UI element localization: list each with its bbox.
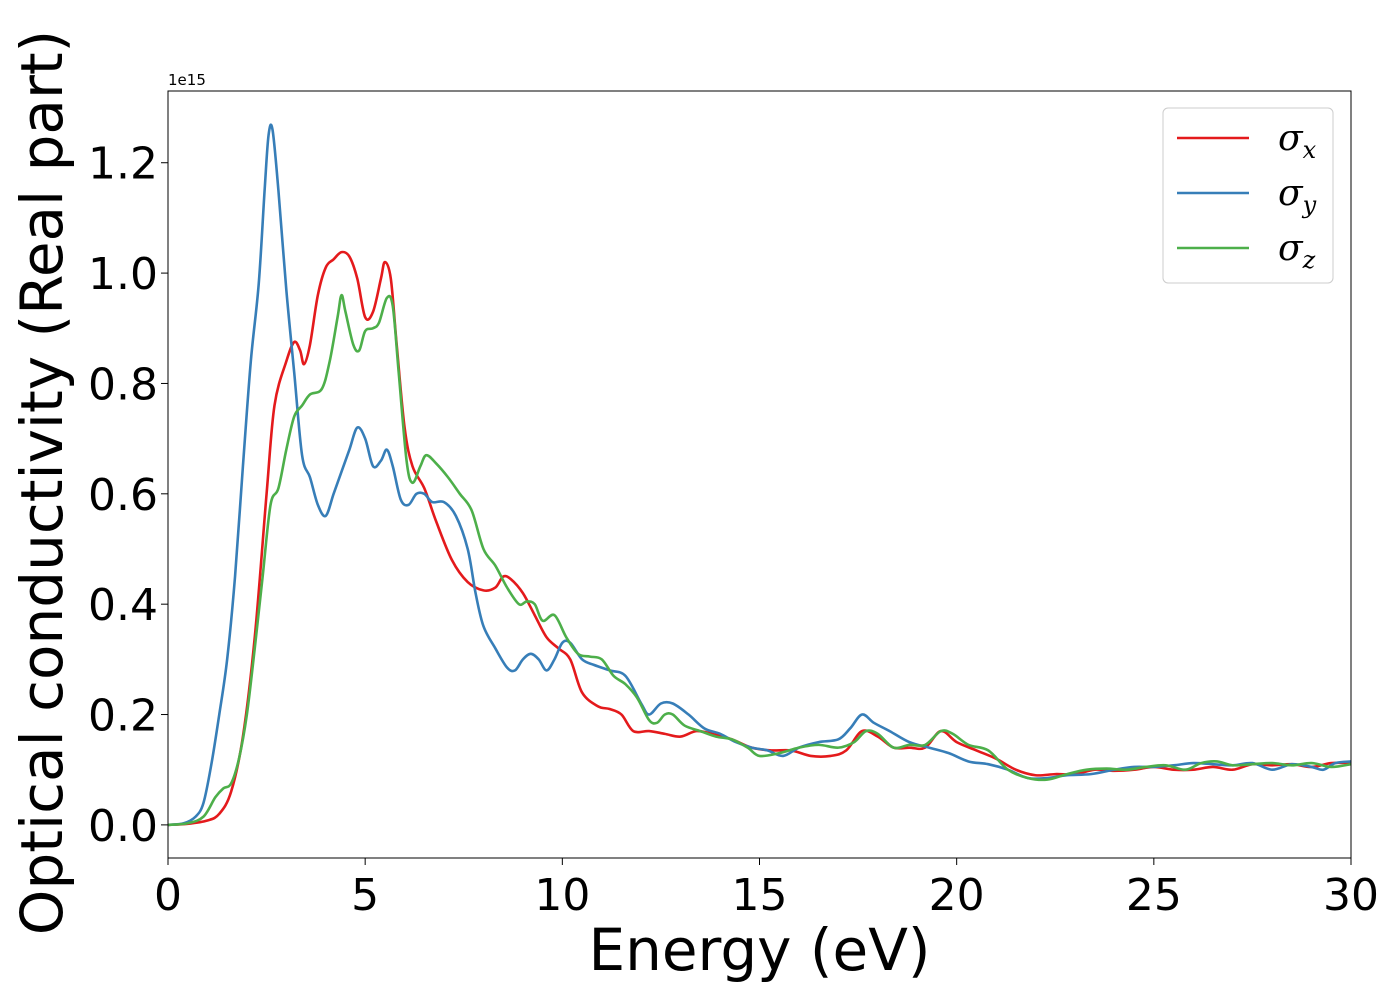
y-tick-label: 0.4	[88, 580, 158, 631]
y-axis-title: Optical conductivity (Real part)	[8, 30, 76, 935]
x-axis: 0 5 10 15 20 25 30	[154, 858, 1379, 921]
y-axis: 0.0 0.2 0.4 0.6 0.8 1.0 1.2	[88, 139, 168, 852]
series-line-y	[168, 123, 1351, 827]
legend-label-z: σz	[1278, 228, 1316, 274]
legend-box	[1162, 107, 1334, 284]
legend-label-x: σx	[1278, 118, 1317, 164]
x-tick-label: 15	[732, 870, 788, 921]
x-tick-label: 25	[1126, 870, 1182, 921]
x-tick-label: 5	[351, 870, 379, 921]
y-tick-label: 0.2	[88, 691, 158, 742]
y-tick-label: 0.8	[88, 359, 158, 410]
x-axis-title: Energy (eV)	[588, 916, 930, 984]
y-tick-label: 1.0	[88, 249, 158, 300]
plot-lines	[168, 123, 1351, 827]
x-tick-label: 10	[534, 870, 590, 921]
series-line-z	[168, 293, 1351, 827]
y-offset-label: 1e15	[168, 71, 206, 89]
y-tick-label: 1.2	[88, 139, 158, 190]
y-tick-label: 0.6	[88, 470, 158, 521]
x-tick-label: 30	[1323, 870, 1379, 921]
x-tick-label: 20	[929, 870, 985, 921]
y-tick-label: 0.0	[88, 801, 158, 852]
x-tick-label: 0	[154, 870, 182, 921]
legend-label-y: σy	[1278, 173, 1317, 219]
series-line-x	[168, 250, 1351, 827]
legend: σx σy σz	[1162, 107, 1334, 284]
